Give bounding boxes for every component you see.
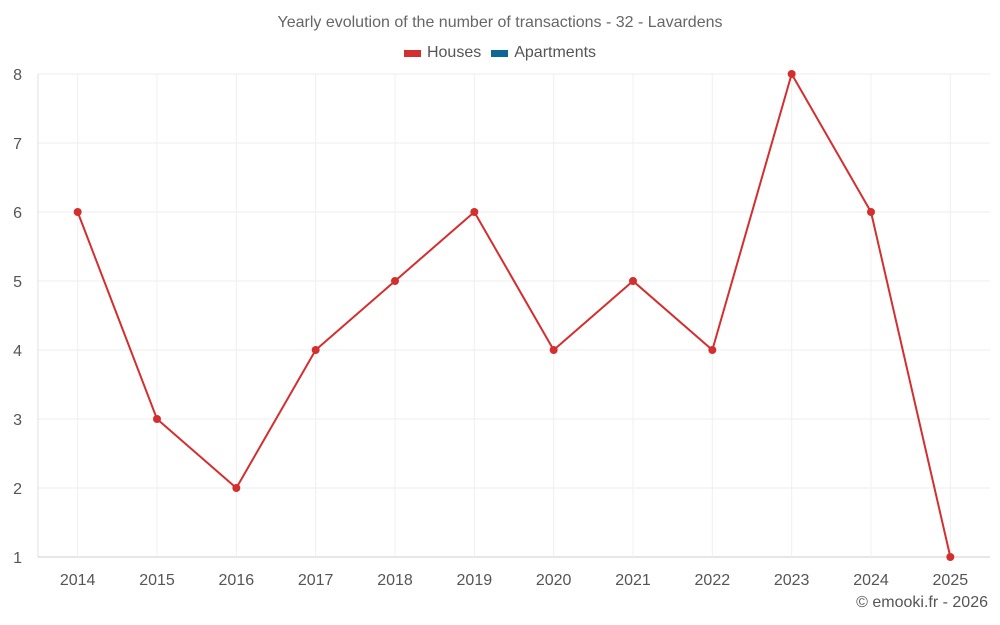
- data-point-houses: [708, 346, 717, 354]
- legend-swatch-houses: [403, 49, 421, 57]
- data-point-houses: [549, 346, 558, 354]
- x-tick-label: 2023: [774, 572, 810, 589]
- x-tick-label: 2016: [219, 572, 255, 589]
- data-point-houses: [946, 553, 955, 561]
- y-tick-label: 2: [13, 481, 22, 498]
- x-tick-label: 2019: [457, 572, 493, 589]
- y-tick-label: 1: [13, 550, 22, 567]
- data-point-houses: [311, 346, 320, 354]
- y-tick-label: 8: [13, 67, 22, 84]
- x-tick-label: 2017: [298, 572, 334, 589]
- data-point-houses: [73, 208, 82, 216]
- credit-text: © emooki.fr - 2026: [856, 594, 988, 611]
- x-tick-label: 2015: [139, 572, 175, 589]
- data-point-houses: [787, 70, 796, 78]
- x-tick-label: 2021: [615, 572, 651, 589]
- data-point-houses: [470, 208, 479, 216]
- x-tick-label: 2020: [536, 572, 572, 589]
- chart-title: Yearly evolution of the number of transa…: [277, 14, 723, 31]
- y-tick-label: 7: [13, 136, 22, 153]
- data-point-houses: [153, 415, 161, 423]
- legend-item-apartments[interactable]: Apartments: [491, 44, 596, 62]
- x-tick-label: 2022: [695, 572, 731, 589]
- y-tick-label: 3: [13, 412, 22, 429]
- y-tick-label: 6: [13, 205, 22, 222]
- x-tick-label: 2018: [377, 572, 413, 589]
- x-tick-label: 2025: [933, 572, 969, 589]
- series-line-houses: [76, 73, 952, 558]
- x-tick-label: 2024: [853, 572, 889, 589]
- legend-label-apartments: Apartments: [514, 44, 597, 61]
- legend-label-houses: Houses: [426, 44, 482, 61]
- chart-legend: Houses Apartments: [0, 44, 1000, 62]
- legend-item-houses[interactable]: Houses: [403, 44, 482, 62]
- y-tick-label: 5: [13, 274, 22, 291]
- data-point-houses: [629, 277, 637, 285]
- y-tick-label: 4: [13, 343, 22, 360]
- data-point-houses: [391, 277, 399, 285]
- x-tick-label: 2014: [60, 572, 96, 589]
- legend-swatch-apartments: [491, 49, 509, 57]
- data-point-houses: [232, 484, 241, 492]
- data-point-houses: [867, 208, 875, 216]
